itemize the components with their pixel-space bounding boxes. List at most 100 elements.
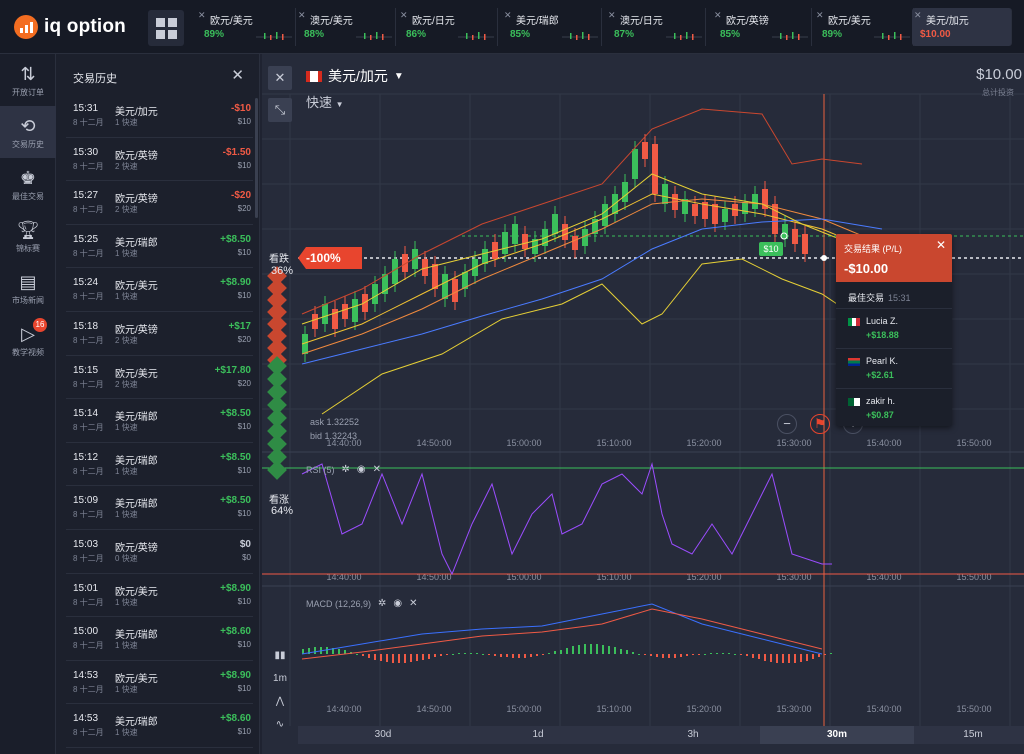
candles-icon[interactable]: ▮▮ <box>274 650 286 661</box>
logo[interactable]: iq option <box>14 14 126 40</box>
history-icon: ⟲ <box>20 115 36 136</box>
time-tick-label: 15:40:00 <box>866 704 901 714</box>
macd-histogram-bar <box>494 654 496 656</box>
rail-item-history[interactable]: ⟲ 交易历史 <box>0 106 56 158</box>
moving-average-line <box>301 198 883 355</box>
rail-item-videos[interactable]: ▷ 16 教学视频 <box>0 314 56 366</box>
trader-row[interactable]: zakir h. +$0.87 <box>836 388 952 428</box>
draw-tool-icon[interactable]: ⋀ <box>275 696 285 707</box>
moving-average-line <box>301 218 883 365</box>
asset-grid-button[interactable] <box>148 10 184 46</box>
indicators-icon[interactable]: ∿ <box>275 719 285 730</box>
bollinger-mid <box>301 173 853 325</box>
close-icon[interactable]: ✕ <box>372 464 382 475</box>
trader-row[interactable]: Pearl K. +$2.61 <box>836 348 952 388</box>
chart-area[interactable]: 14:40:00 14:50:00 15:00:00 15:10:00 15:20:00… <box>262 54 1024 754</box>
rail-item-top-traders[interactable]: ♚ 最佳交易 <box>0 158 56 210</box>
time-tick-label: 15:10:00 <box>596 438 631 448</box>
sparkline <box>772 32 808 40</box>
macd-histogram-bar <box>740 654 742 655</box>
trade-mode: 1 快速 <box>115 248 138 258</box>
trade-row[interactable]: 14:53 8 十二月 欧元/美元 1 快速 +$8.90 $10 <box>66 661 253 705</box>
trade-row[interactable]: 15:12 8 十二月 美元/瑞郎 1 快速 +$8.50 $10 <box>66 443 253 487</box>
time-tick-label: 15:50:00 <box>956 572 991 582</box>
timeframe-3h[interactable]: 3h <box>687 729 699 740</box>
zoom-out-button[interactable]: − <box>777 414 797 434</box>
trade-row[interactable]: 15:00 8 十二月 美元/瑞郎 1 快速 +$8.60 $10 <box>66 617 253 661</box>
timeframe-30m[interactable]: 30m <box>760 726 914 744</box>
eye-icon[interactable]: ◉ <box>393 598 403 609</box>
trade-investment: $20 <box>237 204 251 214</box>
close-icon[interactable]: ✕ <box>231 67 244 84</box>
close-icon[interactable]: ✕ <box>935 238 946 252</box>
close-icon[interactable]: ✕ <box>714 10 722 20</box>
candle <box>412 249 418 269</box>
candle <box>392 259 398 284</box>
asset-tab[interactable]: ✕ 欧元/日元 86% <box>398 8 498 46</box>
asset-selector[interactable]: 美元/加元 ▼ <box>306 66 404 86</box>
asset-tab[interactable]: ✕ 澳元/日元 87% <box>606 8 706 46</box>
close-icon[interactable]: ✕ <box>608 10 616 20</box>
rail-item-tournaments[interactable]: 🏆︎ 锦标赛 <box>0 210 56 262</box>
trade-row[interactable]: 15:25 8 十二月 美元/瑞郎 1 快速 +$8.50 $10 <box>66 225 253 269</box>
mode-selector[interactable]: 快速 ▼ <box>306 92 344 111</box>
close-icon[interactable]: ✕ <box>409 598 418 609</box>
trade-date: 8 十二月 <box>73 423 104 433</box>
asset-tab[interactable]: ✕ 美元/加元 $10.00 <box>912 8 1012 46</box>
expiry-point <box>821 255 827 261</box>
timeframe-30d[interactable]: 30d <box>374 729 392 740</box>
macd-histogram-bar <box>560 650 562 654</box>
fullscreen-icon[interactable]: ⤡ <box>268 98 292 122</box>
close-icon[interactable]: ✕ <box>400 10 408 20</box>
macd-histogram-bar <box>422 654 424 660</box>
timeframe-1d[interactable]: 1d <box>532 729 544 740</box>
rail-item-open-orders[interactable]: ⇅ 开放订单 <box>0 54 56 106</box>
timeframe-1m[interactable]: 1m <box>273 673 287 684</box>
close-icon[interactable]: ✕ <box>198 10 206 20</box>
time-tick-label: 14:50:00 <box>416 438 451 448</box>
trade-row[interactable]: 15:18 8 十二月 欧元/英镑 2 快速 +$17 $20 <box>66 312 253 356</box>
result-title: 交易结果 (P/L) <box>844 244 903 254</box>
candle <box>562 224 568 240</box>
candle <box>722 209 728 222</box>
gear-icon[interactable]: ✲ <box>378 598 387 609</box>
candle <box>792 229 798 244</box>
trader-row[interactable]: Lucia Z. +$18.88 <box>836 308 952 348</box>
trade-row[interactable]: 15:09 8 十二月 美元/瑞郎 1 快速 +$8.50 $10 <box>66 486 253 530</box>
trade-row[interactable]: 15:14 8 十二月 美元/瑞郎 1 快速 +$8.50 $10 <box>66 399 253 443</box>
trade-row[interactable]: 15:15 8 十二月 欧元/美元 2 快速 +$17.80 $20 <box>66 356 253 400</box>
trade-row[interactable]: 14:53 8 十二月 美元/瑞郎 1 快速 +$8.60 $10 <box>66 704 253 748</box>
collapse-button[interactable]: ✕ <box>268 66 292 90</box>
asset-tab[interactable]: ✕ 欧元/美元 89% <box>814 8 914 46</box>
flag-icon[interactable]: ⚑ <box>810 414 830 434</box>
macd-histogram-bar <box>374 654 376 660</box>
scrollbar[interactable] <box>255 98 258 218</box>
eye-icon[interactable]: ◉ <box>356 464 366 475</box>
trade-row[interactable]: 15:30 8 十二月 欧元/英镑 2 快速 -$1.50 $10 <box>66 138 253 182</box>
chevron-down-icon: ▼ <box>393 70 404 82</box>
close-icon[interactable]: ✕ <box>298 10 306 20</box>
candle <box>452 279 458 302</box>
trader-amount: +$0.87 <box>866 410 894 420</box>
trade-row[interactable]: 15:27 8 十二月 欧元/英镑 2 快速 -$20 $20 <box>66 181 253 225</box>
close-icon[interactable]: ✕ <box>816 10 824 20</box>
gear-icon[interactable]: ✲ <box>341 464 350 475</box>
asset-tab[interactable]: ✕ 澳元/美元 88% <box>296 8 396 46</box>
timeframe-15m[interactable]: 15m <box>963 729 983 740</box>
close-icon[interactable]: ✕ <box>914 10 922 20</box>
rail-item-news[interactable]: ▤ 市场新闻 <box>0 262 56 314</box>
close-icon[interactable]: ✕ <box>504 10 512 20</box>
asset-tab[interactable]: ✕ 欧元/英镑 85% <box>712 8 812 46</box>
trade-profit: -$1.50 <box>222 146 251 158</box>
trade-row[interactable]: 15:24 8 十二月 欧元/美元 1 快速 +$8.90 $10 <box>66 268 253 312</box>
time-tick-label: 15:20:00 <box>686 438 721 448</box>
candle <box>692 204 698 216</box>
asset-tab[interactable]: ✕ 欧元/美元 89% <box>196 8 296 46</box>
candle <box>332 309 338 329</box>
trade-date: 8 十二月 <box>73 597 104 607</box>
trade-row[interactable]: 15:31 8 十二月 美元/加元 1 快速 -$10 $10 <box>66 94 253 138</box>
asset-tab[interactable]: ✕ 美元/瑞郎 85% <box>502 8 602 46</box>
tab-value: 86% <box>406 29 427 40</box>
trade-row[interactable]: 15:01 8 十二月 欧元/美元 1 快速 +$8.90 $10 <box>66 574 253 618</box>
trade-row[interactable]: 15:03 8 十二月 欧元/英镑 0 快速 $0 $0 <box>66 530 253 574</box>
